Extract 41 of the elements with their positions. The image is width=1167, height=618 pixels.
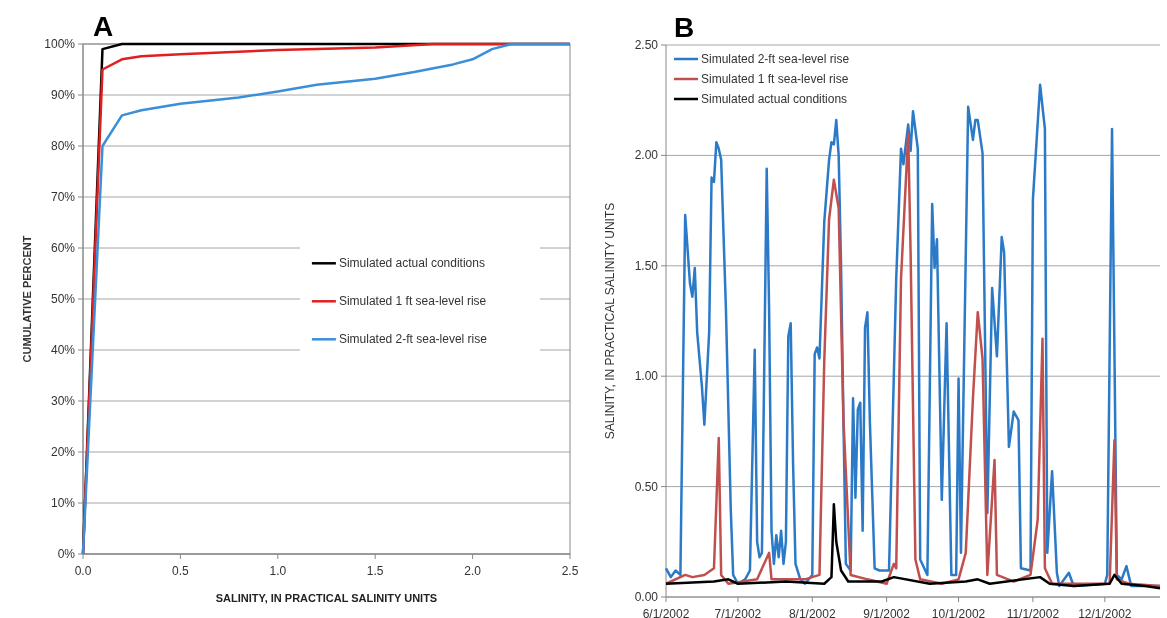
x-tick-label: 1.5 [366,564,384,578]
legend-label: Simulated 1 ft sea-level rise [701,72,849,86]
x-axis-title: SALINITY, IN PRACTICAL SALINITY UNITS [215,592,438,604]
y-tick-label: 0.00 [634,590,659,604]
y-tick-label: 20% [50,445,76,459]
x-tick-label: 9/1/2002 [863,607,911,618]
x-tick-label: 0.5 [172,564,190,578]
x-tick-label: 1.0 [269,564,287,578]
chart-title: A [93,11,114,42]
y-tick-label: 80% [50,139,76,153]
x-tick-label: 11/1/2002 [1006,607,1060,618]
x-tick-label: 10/1/2002 [931,607,986,618]
x-tick-label: 12/1/2002 [1078,607,1132,618]
y-axis-title: SALINITY, IN PRACTICAL SALINITY UNITS [603,202,617,440]
y-tick-label: 1.50 [634,258,659,273]
x-tick-label: 6/1/2002 [642,607,690,618]
legend-label: Simulated actual conditions [338,256,485,271]
y-tick-label: 30% [50,394,76,408]
legend-label: Simulated actual conditions [701,92,848,106]
y-tick-label: 0% [57,547,76,561]
y-tick-label: 70% [50,190,76,204]
x-tick-label: 8/1/2002 [788,607,836,618]
y-tick-label: 90% [50,88,76,102]
y-tick-label: 2.50 [634,38,659,52]
y-tick-label: 1.00 [634,369,659,384]
y-tick-label: 60% [50,241,76,255]
x-tick-label: 7/1/2002 [714,607,762,618]
x-tick-label: 0.0 [74,564,92,578]
y-tick-label: 50% [50,292,76,306]
legend-label: Simulated 2-ft sea-level rise [701,52,850,66]
y-axis-title: CUMULATIVE PERCENT [21,235,33,363]
legend-label: Simulated 2-ft sea-level rise [338,332,488,347]
y-tick-label: 10% [50,496,76,510]
y-tick-label: 100% [44,37,76,51]
y-tick-label: 40% [50,343,76,357]
legend-label: Simulated 1 ft sea-level rise [338,294,487,309]
y-tick-label: 0.50 [634,479,659,494]
x-tick-label: 2.0 [464,564,482,578]
y-tick-label: 2.00 [634,148,659,163]
x-tick-label: 2.5 [561,564,579,578]
chart-title: B [674,12,695,43]
